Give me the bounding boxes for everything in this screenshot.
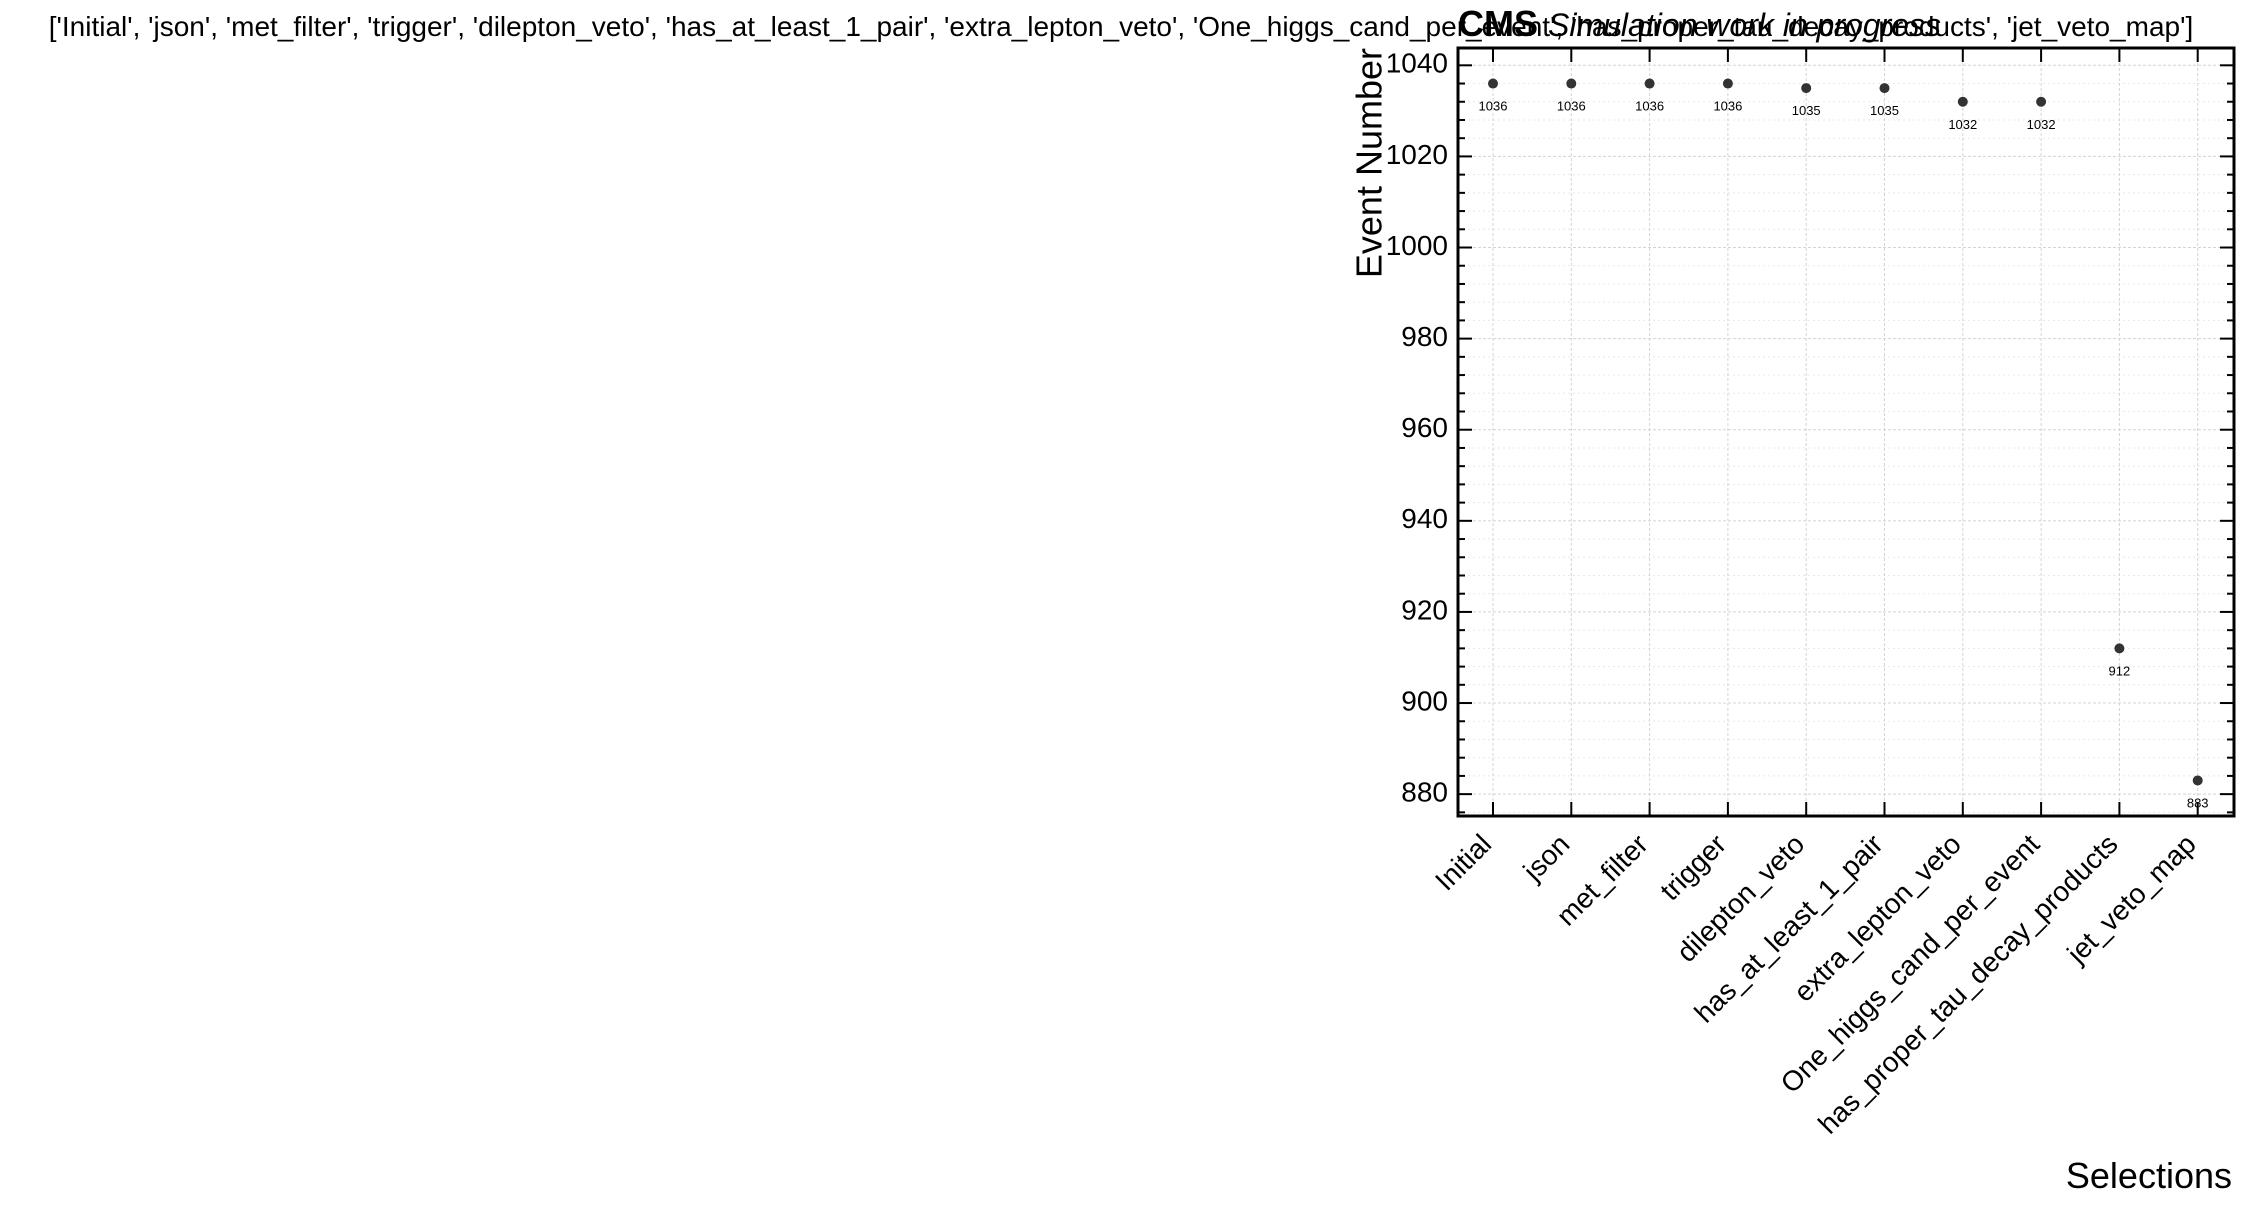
- x-axis-label: Selections: [2066, 1155, 2232, 1196]
- axis-ticks: [1458, 48, 2234, 816]
- y-tick-label: 980: [1401, 321, 1448, 352]
- data-point-label: 1032: [2027, 117, 2056, 132]
- x-tick-label: trigger: [1654, 828, 1732, 906]
- y-tick-labels: 880 900 920 940 960 980 1000 1020 1040: [1386, 48, 1448, 808]
- y-tick-label: 960: [1401, 412, 1448, 443]
- y-tick-label: 1020: [1386, 139, 1448, 170]
- point-value-labels: 1036 1036 1036 1036 1035 1035 1032 1032 912 883: [1479, 99, 2209, 811]
- data-point: [2192, 775, 2203, 786]
- cms-label: CMS: [1458, 3, 1538, 44]
- y-tick-label: 940: [1401, 503, 1448, 534]
- y-tick-label: 900: [1401, 685, 1448, 716]
- data-point-label: 1035: [1792, 103, 1821, 118]
- data-point: [1722, 78, 1733, 89]
- data-point-label: 1036: [1557, 99, 1586, 114]
- data-point: [1488, 78, 1498, 89]
- data-point-label: 1036: [1479, 99, 1508, 114]
- data-point: [1644, 78, 1655, 89]
- status-label: Simulation work in progress: [1548, 7, 1941, 43]
- data-point: [2114, 643, 2125, 654]
- data-point-label: 1036: [1635, 99, 1664, 114]
- data-point: [1879, 83, 1890, 94]
- data-point-label: 1036: [1713, 99, 1742, 114]
- data-point: [2036, 96, 2047, 107]
- data-point: [1566, 78, 1577, 89]
- x-tick-label: json: [1517, 828, 1576, 887]
- chart-title: ['Initial', 'json', 'met_filter', 'trigg…: [49, 11, 2193, 42]
- y-tick-label: 920: [1401, 594, 1448, 625]
- data-point-label: 1032: [1948, 117, 1977, 132]
- x-tick-label: Initial: [1429, 828, 1497, 896]
- data-point-label: 1035: [1870, 103, 1899, 118]
- y-tick-label: 1000: [1386, 230, 1448, 261]
- y-axis-label: Event Number: [1349, 48, 1390, 278]
- data-points: [1488, 78, 2203, 786]
- y-tick-label: 1040: [1386, 48, 1448, 79]
- data-point-label: 883: [2187, 795, 2209, 810]
- data-point-label: 912: [2109, 663, 2131, 678]
- y-tick-label: 880: [1401, 777, 1448, 808]
- plot-frame: [1456, 46, 2236, 818]
- data-point: [1957, 96, 1968, 107]
- data-point: [1801, 83, 1812, 94]
- grid-lines: [1458, 48, 2234, 816]
